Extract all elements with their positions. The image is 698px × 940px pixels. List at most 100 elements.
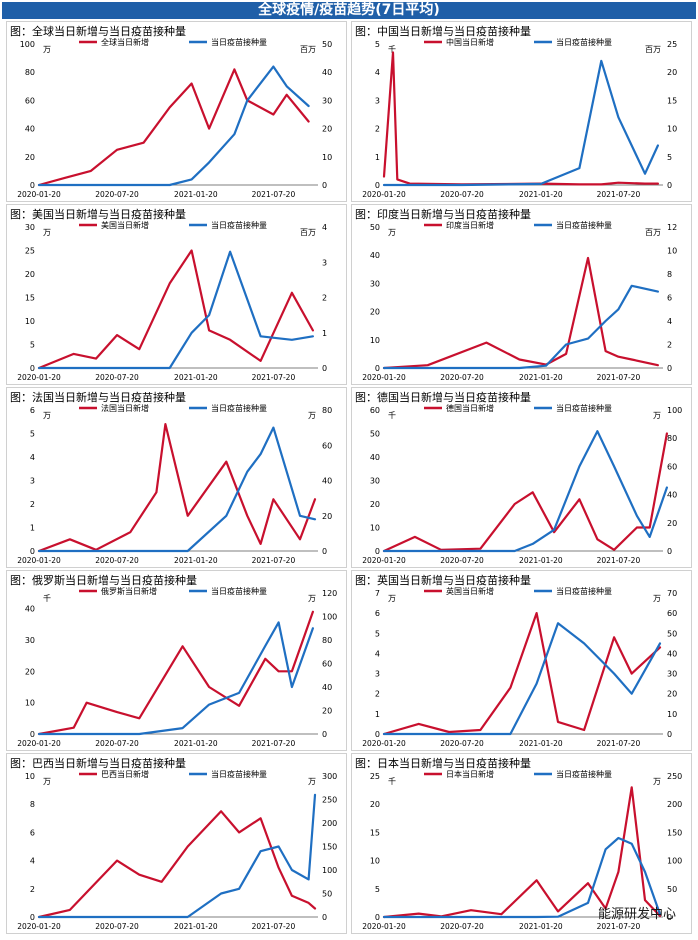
y-tick-right: 40 [322,68,332,77]
y-tick-left: 0 [375,913,380,922]
cases-line [37,249,314,370]
y-tick-left: 40 [25,605,35,614]
y-tick-left: 3 [375,670,380,679]
y-tick-right: 0 [322,913,327,922]
legend: 日本当日新增 当日疫苗接种量 [424,769,612,779]
x-tick-label: 2021-01-20 [519,556,563,565]
y-tick-right: 20 [667,690,677,699]
y-tick-left: 30 [25,636,35,645]
chart-panel: 图：法国当日新增与当日疫苗接种量 0 1 2 3 4 5 6 0 20 40 60 80 万万 2020-0… [6,387,347,568]
legend-label: 巴西当日新增 [101,769,149,779]
cases-line [37,610,314,736]
y-tick-right: 0 [322,730,327,739]
y-tick-right: 20 [667,68,677,77]
y-tick-right: 40 [667,491,677,500]
y-tick-right: 4 [667,317,672,326]
y-tick-right: 250 [667,772,682,781]
y-tick-right: 60 [322,441,332,450]
y-tick-right: 200 [322,819,337,828]
x-tick-label: 2020-07-20 [95,739,139,748]
y-tick-right: 60 [667,462,677,471]
legend: 德国当日新增 当日疫苗接种量 [424,403,612,413]
y-tick-right: 4 [322,223,327,232]
y-tick-left: 1 [375,153,380,162]
legend-label: 当日疫苗接种量 [211,220,267,230]
y-tick-right: 25 [667,40,677,49]
chart-title: 图：印度当日新增与当日疫苗接种量 [355,208,531,221]
x-tick-label: 2021-07-20 [597,922,641,931]
x-tick-label: 2021-01-20 [174,190,218,199]
unit-left: 万 [43,228,51,237]
unit-right: 万 [653,411,661,420]
vaccine-line [37,621,314,736]
y-tick-left: 1 [30,524,35,533]
y-tick-left: 80 [25,68,35,77]
y-tick-right: 10 [667,125,677,134]
x-tick-label: 2021-01-20 [174,922,218,931]
vaccine-line [37,250,314,370]
page-title: 全球疫情/疫苗趋势(7日平均) [2,2,696,19]
x-tick-label: 2020-07-20 [95,922,139,931]
y-tick-left: 0 [375,181,380,190]
unit-left: 万 [43,411,51,420]
y-tick-left: 0 [30,913,35,922]
unit-left: 万 [43,777,51,786]
unit-right: 万 [308,594,316,603]
y-tick-left: 6 [30,828,35,837]
vaccine-line [382,59,659,187]
x-tick-label: 2021-01-20 [174,556,218,565]
y-tick-left: 20 [25,667,35,676]
y-tick-right: 100 [667,406,682,415]
y-tick-left: 10 [370,857,380,866]
x-tick-label: 2020-07-20 [440,190,484,199]
x-tick-label: 2020-01-20 [362,922,406,931]
y-tick-right: 10 [667,710,677,719]
y-tick-right: 100 [667,857,682,866]
x-tick-label: 2021-07-20 [597,739,641,748]
chart-title: 图：英国当日新增与当日疫苗接种量 [355,574,531,587]
y-tick-right: 50 [667,885,677,894]
y-tick-right: 2 [667,341,672,350]
y-tick-left: 10 [25,317,35,326]
y-tick-right: 70 [667,589,677,598]
y-tick-left: 20 [370,500,380,509]
chart-panel: 图：全球当日新增与当日疫苗接种量 0 20 40 60 80 100 0 10 20 30 40 50 万… [6,21,347,202]
x-tick-label: 2020-01-20 [17,373,61,382]
y-tick-left: 5 [30,430,35,439]
legend: 中国当日新增 当日疫苗接种量 [424,37,612,47]
y-tick-right: 80 [322,406,332,415]
legend-label: 俄罗斯当日新增 [101,586,157,596]
y-tick-right: 12 [667,223,677,232]
unit-right: 百万 [645,45,661,54]
y-tick-left: 60 [370,406,380,415]
y-tick-left: 10 [370,336,380,345]
unit-right: 百万 [300,45,316,54]
y-tick-left: 7 [375,589,380,598]
y-tick-right: 8 [667,270,672,279]
cases-line [382,786,662,919]
x-tick-label: 2021-07-20 [252,373,296,382]
y-tick-left: 0 [375,547,380,556]
chart-title: 图：全球当日新增与当日疫苗接种量 [10,25,186,38]
y-tick-left: 8 [30,800,35,809]
legend: 巴西当日新增 当日疫苗接种量 [79,769,267,779]
y-tick-right: 80 [322,636,332,645]
unit-left: 千 [388,410,396,420]
unit-left: 万 [43,45,51,54]
x-tick-label: 2020-01-20 [17,556,61,565]
unit-right: 万 [308,777,316,786]
y-tick-left: 40 [370,453,380,462]
x-tick-label: 2020-07-20 [440,922,484,931]
chart-title: 图：德国当日新增与当日疫苗接种量 [355,391,531,404]
y-tick-left: 0 [375,364,380,373]
legend-label: 美国当日新增 [101,220,149,230]
y-tick-left: 3 [375,96,380,105]
y-tick-left: 40 [25,125,35,134]
x-tick-label: 2021-07-20 [597,556,641,565]
y-tick-right: 0 [667,364,672,373]
cases-line [382,611,662,736]
y-tick-left: 0 [375,730,380,739]
y-tick-left: 15 [370,828,380,837]
